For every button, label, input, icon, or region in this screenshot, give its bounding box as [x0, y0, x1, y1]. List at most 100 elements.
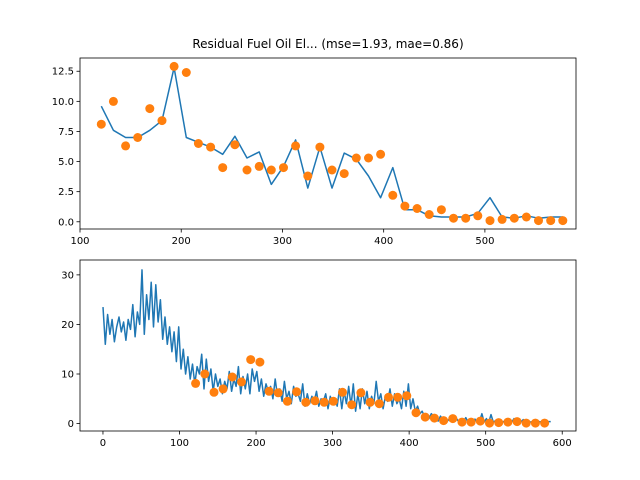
y-tick-label: 0 [68, 419, 74, 430]
x-tick-label: 400 [400, 438, 419, 449]
x-tick-label: 300 [273, 236, 292, 247]
data-point [411, 408, 421, 418]
data-point [466, 417, 476, 427]
data-point [264, 386, 274, 396]
data-point [303, 171, 313, 181]
bottom-subplot: 0 100 200 300 400 500 600 0 10 20 30 [61, 259, 577, 449]
data-point [242, 165, 252, 175]
data-point [364, 153, 373, 163]
data-point [273, 388, 283, 398]
data-point [191, 378, 201, 388]
data-point [558, 216, 568, 226]
x-tick-label: 200 [247, 438, 266, 449]
y-tick-label: 12.5 [52, 67, 74, 78]
x-tick-label: 100 [70, 236, 89, 247]
x-tick-label: 600 [553, 438, 572, 449]
data-point [534, 216, 543, 226]
y-tick-label: 10.0 [52, 97, 74, 108]
x-tick-label: 500 [476, 438, 495, 449]
data-point [429, 413, 439, 423]
chart-title: Residual Fuel Oil El... (mse=1.93, mae=0… [192, 37, 463, 51]
data-point [193, 139, 203, 148]
data-point [393, 392, 403, 402]
data-point [96, 119, 106, 129]
y-tick-label: 10 [61, 370, 74, 381]
y-tick-label: 20 [61, 320, 74, 331]
data-point [218, 163, 228, 173]
y-tick-label: 2.5 [58, 187, 74, 198]
x-tick-label: 500 [475, 236, 494, 247]
data-point [133, 133, 143, 142]
data-point [157, 116, 167, 126]
data-point [319, 397, 329, 407]
data-point [218, 384, 228, 394]
data-point [420, 412, 430, 422]
data-point [206, 142, 216, 152]
data-point [266, 165, 276, 175]
data-point [327, 165, 337, 175]
data-point [291, 141, 301, 151]
data-point [227, 372, 237, 382]
data-point [181, 68, 191, 77]
data-point [540, 418, 550, 428]
data-point [254, 161, 264, 171]
data-point [475, 416, 485, 426]
data-point [388, 190, 398, 200]
data-point [209, 387, 219, 397]
data-point [457, 417, 467, 427]
data-point [436, 205, 446, 215]
data-point [145, 104, 155, 114]
y-tick-label: 0.0 [58, 217, 74, 228]
data-point [315, 142, 325, 152]
data-point [279, 163, 288, 173]
data-point [497, 214, 507, 224]
data-point [200, 369, 210, 379]
x-tick-label: 300 [323, 438, 342, 449]
x-tick-label: 100 [170, 438, 189, 449]
data-point [230, 140, 240, 150]
data-point [400, 201, 410, 211]
data-point [255, 357, 265, 367]
x-tick-label: 400 [374, 236, 393, 247]
data-point [108, 96, 118, 106]
data-point [376, 149, 386, 159]
data-point [439, 416, 449, 426]
data-point [546, 216, 556, 226]
data-point [282, 396, 292, 406]
data-point [292, 387, 302, 397]
data-point [365, 397, 375, 407]
data-point [494, 418, 504, 428]
data-point [384, 392, 393, 402]
axes-frame [79, 57, 577, 230]
series-line [100, 66, 563, 219]
y-tick-label: 30 [61, 270, 74, 281]
data-point [347, 400, 357, 410]
top-subplot: 100 200 300 400 500 0.0 2.5 5.0 7.5 10.0 12.5 [52, 57, 577, 247]
axes-frame [79, 259, 577, 432]
data-point [509, 213, 519, 223]
data-point [246, 355, 256, 365]
data-point [339, 169, 349, 179]
data-point [503, 417, 513, 427]
data-point [530, 418, 540, 428]
data-point [424, 210, 434, 219]
data-point [237, 377, 246, 387]
data-point [374, 399, 384, 409]
y-tick-label: 7.5 [58, 127, 74, 138]
data-point [169, 61, 179, 71]
data-point [449, 213, 458, 223]
data-point [338, 387, 347, 397]
y-tick-label: 5.0 [58, 157, 74, 168]
data-point [121, 141, 131, 151]
data-point [485, 216, 495, 226]
data-point [461, 213, 471, 223]
data-point [521, 418, 531, 428]
data-point [328, 396, 338, 406]
data-point [356, 388, 366, 398]
data-point [402, 391, 412, 401]
data-point [521, 212, 531, 222]
data-point [351, 153, 361, 163]
data-point [412, 204, 422, 213]
